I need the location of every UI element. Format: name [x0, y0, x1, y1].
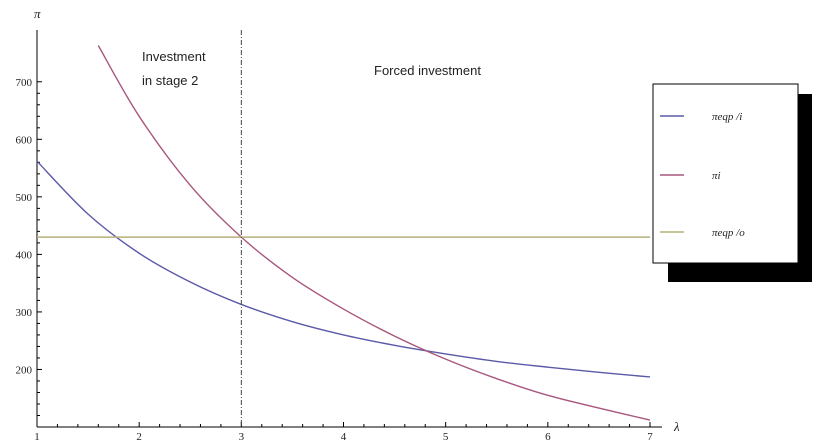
- x-tick-label: 6: [545, 431, 551, 443]
- y-tick-label: 600: [16, 134, 33, 146]
- x-tick-label: 7: [647, 431, 653, 443]
- legend-label-3: πeqp /o: [712, 227, 745, 239]
- y-tick-label: 200: [16, 364, 33, 376]
- series-line-2: [97, 45, 651, 421]
- axis-ticks: 1 2 3 4 5 6 7 200 300 400 500 600 700: [16, 77, 654, 443]
- legend: πeqp /i πi πeqp /o: [652, 83, 812, 282]
- legend-label-1: πeqp /i: [712, 111, 742, 123]
- series-layer: [36, 45, 651, 421]
- x-tick-label: 1: [34, 431, 40, 443]
- x-tick-label: 5: [443, 431, 449, 443]
- y-tick-label: 300: [16, 307, 33, 319]
- y-axis-title: π: [34, 6, 41, 21]
- annotation-investment: Investment: [142, 49, 206, 64]
- y-tick-label: 700: [16, 77, 33, 89]
- annotation-forced-investment: Forced investment: [374, 63, 481, 78]
- x-tick-label: 3: [239, 431, 245, 443]
- annotation-layer: Investment in stage 2 Forced investment: [142, 49, 481, 88]
- legend-box: [652, 83, 799, 264]
- y-tick-label: 400: [16, 249, 33, 261]
- x-axis-title: λ: [673, 419, 680, 434]
- chart-axes: [36, 30, 662, 428]
- y-tick-label: 500: [16, 192, 33, 204]
- legend-label-2: πi: [712, 170, 721, 182]
- x-tick-label: 2: [136, 431, 142, 443]
- x-tick-label: 4: [341, 431, 347, 443]
- series-line-1: [36, 160, 651, 378]
- annotation-in-stage-2: in stage 2: [142, 73, 198, 88]
